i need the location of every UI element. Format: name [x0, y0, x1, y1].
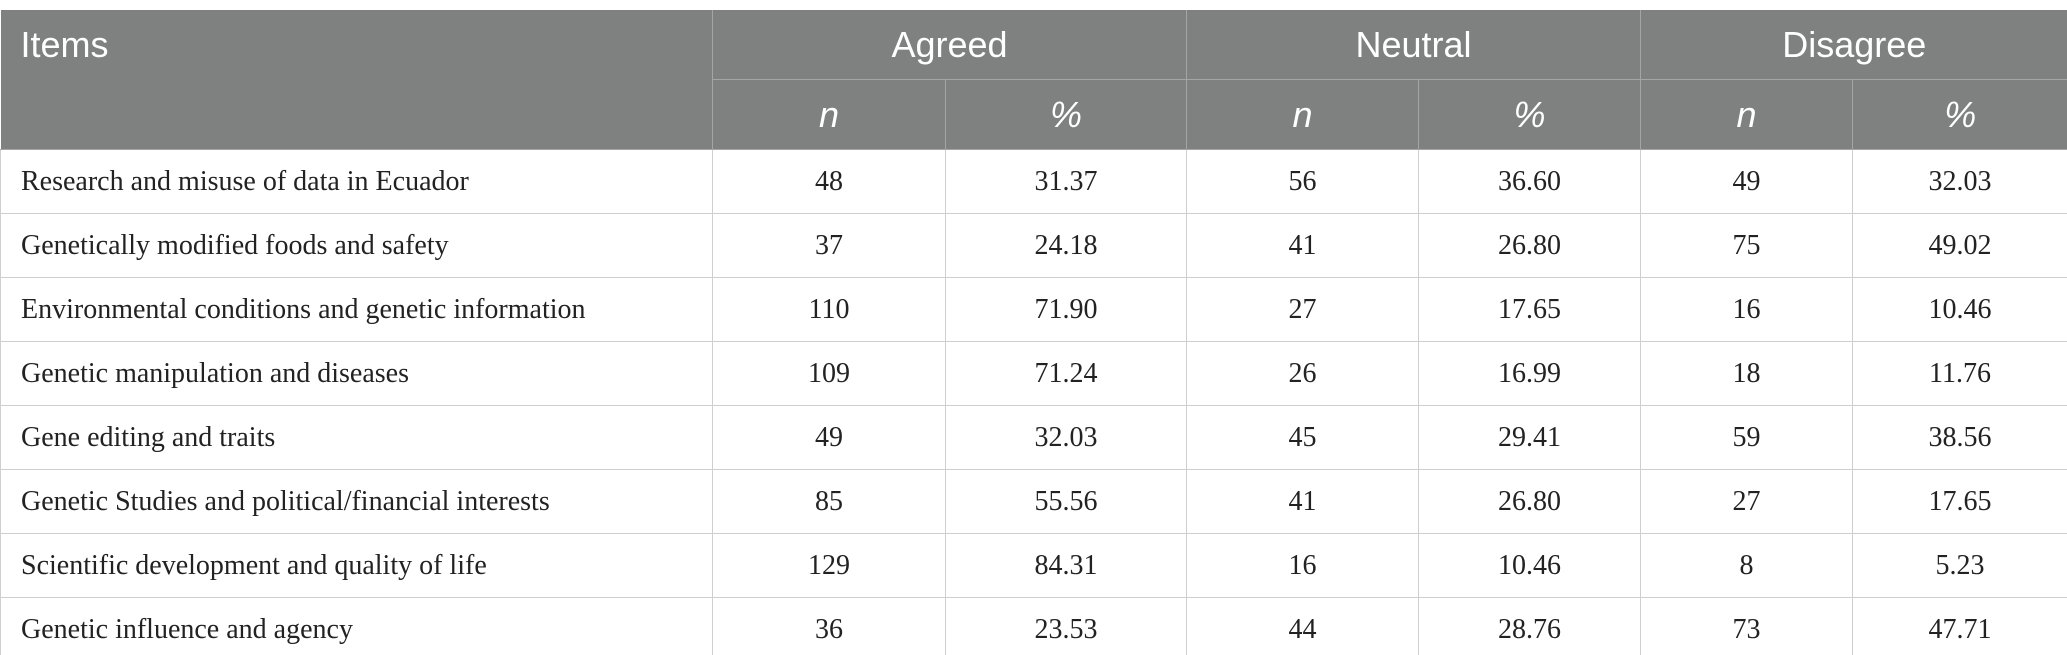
value-cell: 31.37 — [945, 149, 1187, 214]
item-cell: Scientific development and quality of li… — [0, 533, 713, 598]
group-header: Agreed — [712, 10, 1187, 80]
item-cell: Environmental conditions and genetic inf… — [0, 277, 713, 342]
value-cell: 71.90 — [945, 277, 1187, 342]
value-cell: 17.65 — [1418, 277, 1641, 342]
value-cell: 10.46 — [1851, 277, 2067, 342]
value-cell: 36 — [712, 597, 946, 655]
value-cell: 5.23 — [1851, 533, 2067, 598]
header-cell: Items — [0, 10, 713, 150]
value-cell: 27 — [1186, 277, 1419, 342]
value-cell: 84.31 — [945, 533, 1187, 598]
item-cell: Genetically modified foods and safety — [0, 213, 713, 278]
value-cell: 110 — [712, 277, 946, 342]
value-cell: 26.80 — [1418, 469, 1641, 534]
value-cell: 47.71 — [1851, 597, 2067, 655]
data-table: Items Agreed Neutral Disagree n% n% n% Researc… — [0, 10, 2067, 655]
value-cell: 32.03 — [945, 405, 1187, 470]
group-header: Neutral — [1186, 10, 1641, 80]
value-cell: 11.76 — [1851, 341, 2067, 406]
value-cell: 16 — [1186, 533, 1419, 598]
table-row: Research and misuse of data in Ecuador 48… — [0, 149, 2067, 214]
header-row: Items Agreed Neutral Disagree — [0, 10, 2067, 150]
value-cell: 45 — [1186, 405, 1419, 470]
item-cell: Genetic influence and agency — [0, 597, 713, 655]
subheader-row: n% n% n% — [1, 79, 2067, 150]
value-cell: 23.53 — [945, 597, 1187, 655]
value-cell: 44 — [1186, 597, 1419, 655]
item-cell: Genetic manipulation and diseases — [0, 341, 713, 406]
value-cell: 109 — [712, 341, 946, 406]
value-cell: 27 — [1640, 469, 1853, 534]
table-row: Genetic influence and agency 36 23.53 44 28.… — [0, 597, 2067, 655]
value-cell: 55.56 — [945, 469, 1187, 534]
value-cell: 71.24 — [945, 341, 1187, 406]
value-cell: 49 — [1640, 149, 1853, 214]
value-cell: 85 — [712, 469, 946, 534]
value-cell: 73 — [1640, 597, 1853, 655]
value-cell: 18 — [1640, 341, 1853, 406]
value-cell: 29.41 — [1418, 405, 1641, 470]
value-cell: 75 — [1640, 213, 1853, 278]
value-cell: 17.65 — [1851, 469, 2067, 534]
item-cell: Gene editing and traits — [0, 405, 713, 470]
subheader-cell: % — [1851, 79, 2067, 150]
table-row: Genetic Studies and political/financial … — [0, 469, 2067, 534]
subheader-cell: % — [945, 79, 1187, 150]
item-cell: Genetic Studies and political/financial … — [0, 469, 713, 534]
table-row: Environmental conditions and genetic inf… — [0, 277, 2067, 342]
value-cell: 10.46 — [1418, 533, 1641, 598]
value-cell: 129 — [712, 533, 946, 598]
value-cell: 26.80 — [1418, 213, 1641, 278]
value-cell: 28.76 — [1418, 597, 1641, 655]
subheader-cell: n — [1640, 79, 1853, 150]
value-cell: 49 — [712, 405, 946, 470]
value-cell: 16 — [1640, 277, 1853, 342]
page: {"table": { "header": {"items": "Items",… — [0, 10, 2067, 655]
group-header: Disagree — [1639, 10, 2067, 80]
value-cell: 37 — [712, 213, 946, 278]
value-cell: 41 — [1186, 213, 1419, 278]
value-cell: 26 — [1186, 341, 1419, 406]
value-cell: 32.03 — [1851, 149, 2067, 214]
value-cell: 49.02 — [1851, 213, 2067, 278]
subheader-cell: n — [712, 79, 946, 150]
value-cell: 41 — [1186, 469, 1419, 534]
table-row: Scientific development and quality of li… — [0, 533, 2067, 598]
subheader-cell: n — [1186, 79, 1419, 150]
value-cell: 56 — [1186, 149, 1419, 214]
table-row: Genetically modified foods and safety 37 2… — [0, 213, 2067, 278]
value-cell: 16.99 — [1418, 341, 1641, 406]
value-cell: 38.56 — [1851, 405, 2067, 470]
value-cell: 24.18 — [945, 213, 1187, 278]
table-row: Gene editing and traits 49 32.03 45 29.41 59 3… — [0, 405, 2067, 470]
value-cell: 8 — [1640, 533, 1853, 598]
table-row: Genetic manipulation and diseases 109 71.2… — [0, 341, 2067, 406]
item-cell: Research and misuse of data in Ecuador — [0, 149, 713, 214]
value-cell: 36.60 — [1418, 149, 1641, 214]
value-cell: 48 — [712, 149, 946, 214]
subheader-cell: % — [1418, 79, 1641, 150]
value-cell: 59 — [1640, 405, 1853, 470]
